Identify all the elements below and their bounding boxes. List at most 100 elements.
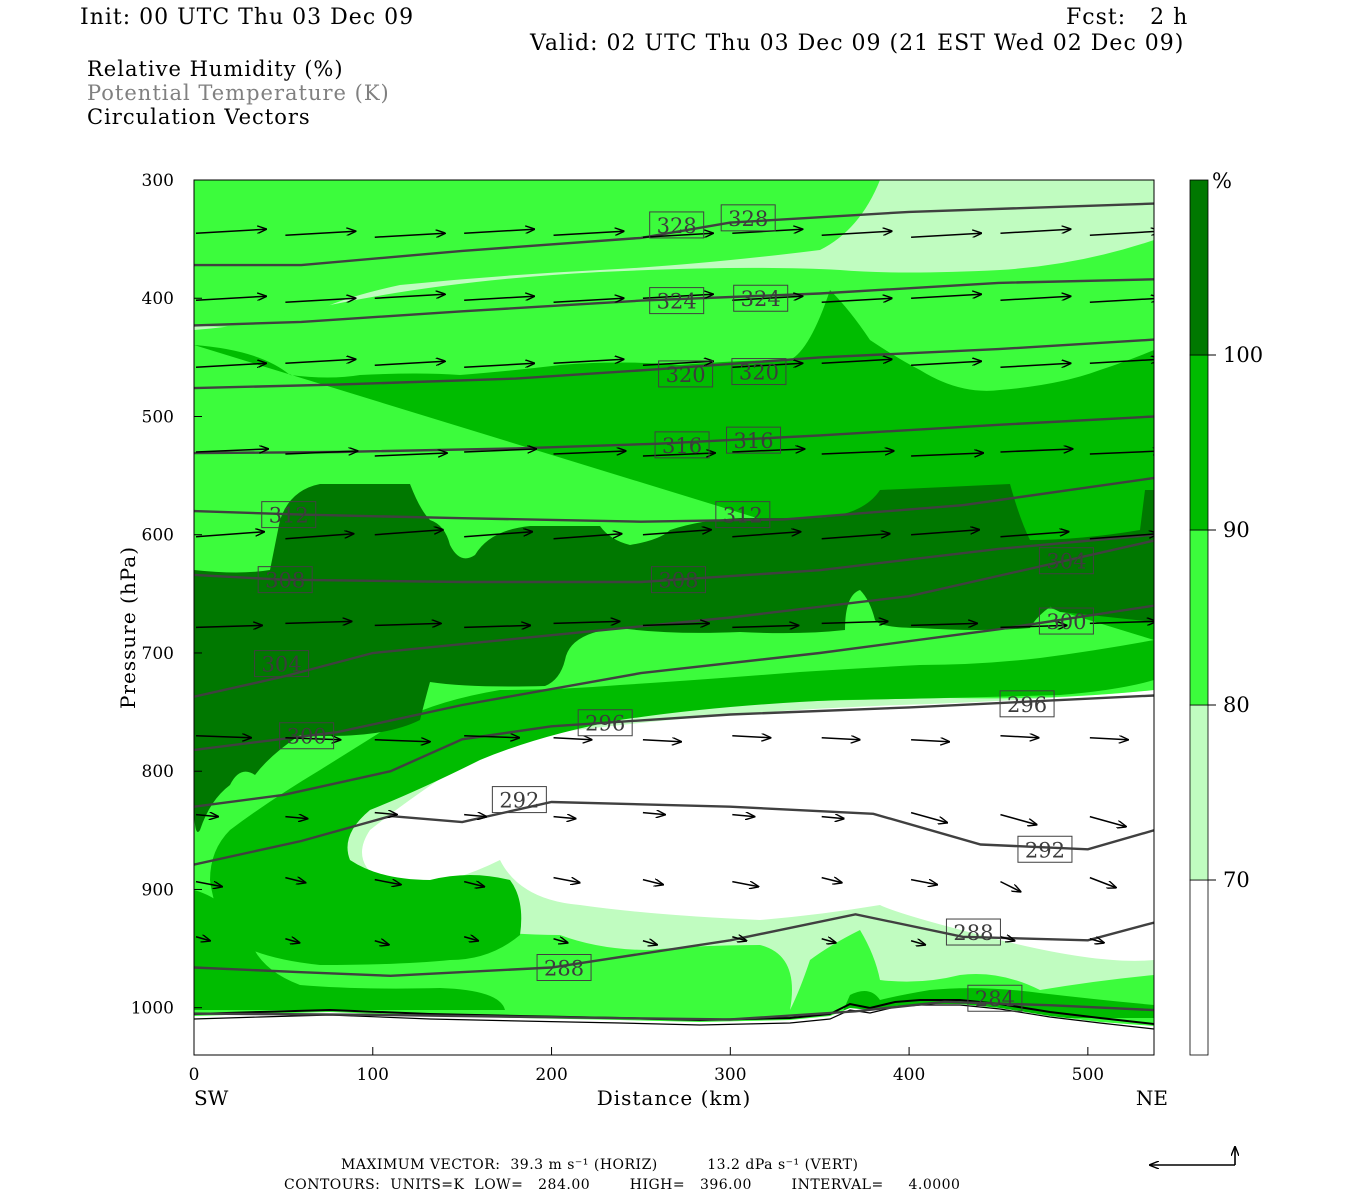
theta-label: 312	[269, 504, 309, 528]
theta-label: 300	[1046, 610, 1086, 634]
y-axis-label: Pressure (hPa)	[116, 546, 140, 709]
wind-vector	[195, 532, 264, 538]
wind-vector	[732, 625, 798, 627]
colorbar-swatch	[1189, 354, 1209, 531]
theta-label-box	[536, 954, 592, 981]
wind-vector	[464, 625, 530, 627]
wind-vector	[642, 880, 663, 885]
wind-vector	[285, 621, 351, 623]
theta-contour	[194, 1000, 1154, 1021]
surface-outline	[194, 1004, 1154, 1030]
colorbar-label: 90	[1223, 518, 1250, 542]
terrain-outline	[194, 999, 1154, 1025]
theta-label-box	[1038, 607, 1094, 635]
theta-label-box	[649, 211, 705, 239]
rh-region-70-80	[194, 180, 1154, 1028]
theta-label-box	[261, 501, 317, 529]
potential-temperature-labels: 328 328 324 324 320 320 316 316 312 312 308 308 304 3…	[254, 204, 1094, 1012]
y-tick-label: 700	[142, 644, 174, 664]
wind-vector	[285, 939, 299, 943]
theta-contour	[194, 913, 1154, 978]
theta-label: 304	[262, 653, 302, 677]
wind-vector	[195, 815, 218, 817]
theta-label: 300	[287, 725, 327, 749]
theta-label: 312	[723, 504, 763, 528]
wind-vector	[285, 817, 307, 819]
theta-contour	[194, 533, 1154, 584]
wind-vector	[732, 363, 802, 369]
wind-vector	[1000, 532, 1068, 538]
theta-label: 296	[585, 712, 625, 736]
wind-vector	[642, 453, 715, 456]
wind-vector	[464, 532, 532, 538]
wind-vector	[821, 738, 860, 740]
x-axis-label: Distance (km)	[597, 1086, 752, 1110]
max-vector-info: MAXIMUM VECTOR: 39.3 m s⁻¹ (HORIZ) 13.2 …	[341, 1157, 859, 1173]
theta-label: 308	[658, 569, 698, 593]
wind-vector	[910, 941, 925, 945]
theta-label-box	[577, 709, 633, 737]
wind-vector	[374, 294, 445, 299]
theta-label: 320	[739, 361, 779, 385]
wind-vector	[642, 740, 681, 742]
x-tick-label: 400	[893, 1065, 925, 1085]
rh-region-below-70	[1110, 260, 1154, 321]
theta-contour	[194, 415, 1154, 455]
potential-temperature-contours	[194, 202, 1154, 1021]
theta-label: 308	[265, 569, 305, 593]
theta-label-box	[733, 284, 789, 312]
colorbar-swatch	[1189, 879, 1209, 1056]
wind-vector	[374, 740, 430, 742]
wind-vector	[732, 815, 754, 817]
colorbar-label: 80	[1223, 693, 1250, 717]
theta-label-box	[715, 501, 771, 529]
wind-vector	[911, 233, 981, 238]
wind-vector	[732, 880, 758, 887]
rh-region-above-100	[194, 484, 1154, 832]
wind-vector	[285, 534, 353, 540]
theta-label-box	[654, 431, 710, 459]
colorbar-unit: %	[1212, 169, 1232, 193]
terrain-fill	[194, 1004, 1154, 1055]
legend-circulation-vectors: Circulation Vectors	[87, 105, 311, 129]
colorbar-swatch	[1189, 529, 1209, 706]
theta-contour	[194, 278, 1154, 327]
theta-label: 324	[741, 287, 781, 311]
rh-region-below-70	[362, 690, 1154, 961]
rh-region-above-100	[1040, 575, 1154, 622]
theta-label-box	[731, 358, 787, 386]
theta-contour	[194, 338, 1154, 390]
wind-vector	[374, 623, 441, 625]
wind-vector	[1000, 625, 1066, 627]
theta-label-box	[945, 918, 1001, 946]
wind-vector	[642, 361, 713, 367]
x-tick-label: 0	[189, 1065, 200, 1085]
wind-vector	[821, 231, 892, 236]
theta-label: 316	[662, 434, 702, 458]
wind-vector	[285, 738, 340, 740]
theta-label: 320	[666, 363, 706, 387]
wind-vector	[911, 361, 981, 367]
wind-vector	[374, 361, 445, 367]
valid-time: Valid: 02 UTC Thu 03 Dec 09 (21 EST Wed …	[530, 31, 1185, 56]
relative-humidity-field	[194, 180, 1154, 1055]
theta-label: 296	[1007, 693, 1047, 717]
theta-label: 284	[975, 987, 1015, 1011]
wind-vector	[1000, 880, 1020, 892]
wind-vector	[553, 451, 626, 454]
wind-vector	[195, 880, 222, 887]
rh-background	[194, 180, 1154, 1055]
theta-label-box	[1038, 547, 1094, 575]
wind-vector	[911, 623, 977, 625]
theta-label-box	[658, 360, 714, 388]
rh-region-below-70	[230, 187, 315, 245]
wind-vector	[1089, 738, 1128, 740]
wind-vector	[553, 817, 576, 819]
wind-vector	[1000, 229, 1070, 234]
x-axis-right-end-label: NE	[1136, 1086, 1168, 1110]
theta-label: 328	[657, 214, 697, 238]
wind-vector	[285, 359, 355, 365]
x-tick-label: 200	[535, 1065, 567, 1085]
wind-vector	[732, 532, 800, 538]
